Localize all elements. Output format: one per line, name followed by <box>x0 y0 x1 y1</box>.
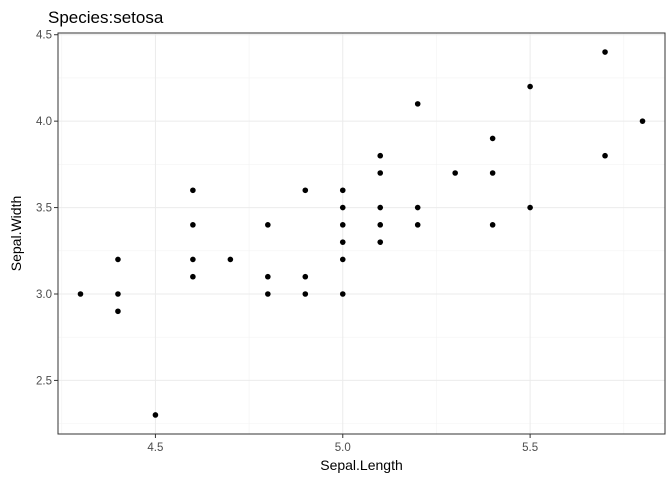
data-point <box>152 412 159 418</box>
data-point <box>489 170 496 176</box>
y-tick-label: 4.5 <box>36 30 52 42</box>
x-tick-label: 4.5 <box>147 442 163 454</box>
y-axis-ticks: 2.5 3.0 3.5 4.0 4.5 <box>36 30 58 387</box>
major-gridlines <box>58 33 665 434</box>
data-point <box>377 222 384 228</box>
data-point <box>115 308 121 315</box>
data-point <box>265 222 271 228</box>
data-point <box>190 187 196 194</box>
y-tick-label: 4.0 <box>36 116 52 128</box>
y-tick-label: 3.0 <box>36 289 52 301</box>
data-point <box>377 152 384 159</box>
data-point <box>265 291 271 297</box>
data-point <box>414 222 421 228</box>
data-point <box>115 256 121 263</box>
y-axis-title: Sepal.Width <box>8 196 24 271</box>
data-point <box>489 135 496 142</box>
data-point <box>115 291 121 297</box>
data-point <box>377 170 384 176</box>
data-point <box>339 256 346 263</box>
data-point <box>339 187 346 194</box>
data-point <box>302 291 309 297</box>
chart-title: Species:setosa <box>48 8 164 27</box>
y-tick-label: 2.5 <box>36 375 52 387</box>
data-point <box>339 204 346 211</box>
x-tick-label: 5.0 <box>335 442 351 454</box>
x-tick-label: 5.5 <box>522 442 538 454</box>
y-tick-label: 3.5 <box>36 203 52 215</box>
data-point <box>602 152 608 159</box>
data-point <box>302 187 309 194</box>
x-axis-ticks: 4.5 5.0 5.5 <box>147 434 538 454</box>
data-point <box>489 222 496 228</box>
data-point <box>414 204 421 211</box>
data-point <box>527 204 533 211</box>
data-points <box>77 49 646 418</box>
data-point <box>227 256 234 263</box>
plot-panel-border <box>57 32 666 435</box>
x-axis-title: Sepal.Length <box>320 457 403 473</box>
data-point <box>452 170 458 176</box>
data-point <box>190 222 196 228</box>
data-point <box>377 204 384 211</box>
data-point <box>77 291 84 297</box>
data-point <box>377 239 384 245</box>
data-point <box>302 273 309 280</box>
data-point <box>339 291 346 297</box>
data-point <box>527 83 533 90</box>
data-point <box>190 256 196 263</box>
data-point <box>265 273 271 280</box>
data-point <box>190 273 196 280</box>
data-point <box>414 101 421 107</box>
data-point <box>339 222 346 228</box>
minor-gridlines <box>58 33 665 434</box>
data-point <box>639 118 646 124</box>
data-point <box>339 239 346 245</box>
data-point <box>602 49 608 55</box>
